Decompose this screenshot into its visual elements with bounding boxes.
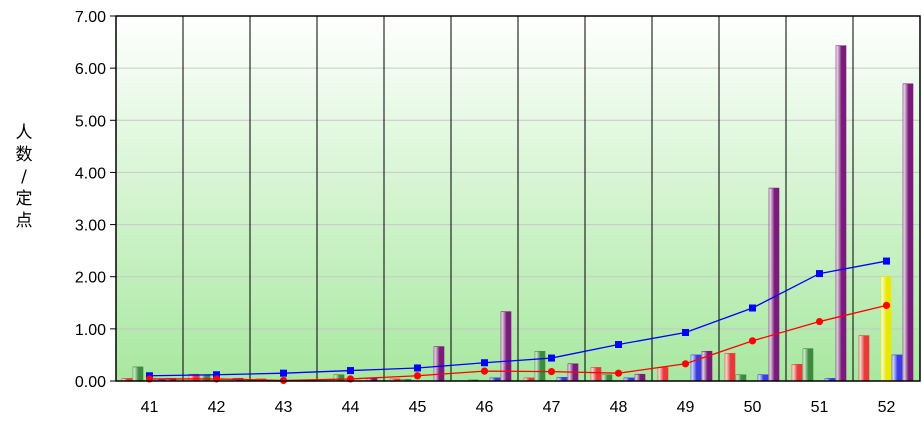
marker-line_red-52 xyxy=(882,301,891,309)
bar-green-44 xyxy=(333,374,345,382)
marker-line_blue-52 xyxy=(883,257,890,265)
y-axis-label: 人数/定点 xyxy=(16,123,33,231)
marker-line_blue-44 xyxy=(347,367,354,375)
bar-green-42 xyxy=(199,374,211,382)
marker-line_red-51 xyxy=(815,317,824,326)
bar-purple-52 xyxy=(902,83,914,382)
x-tick-label: 42 xyxy=(208,399,226,416)
bar-purple-50 xyxy=(768,187,780,382)
marker-line_blue-51 xyxy=(816,270,823,278)
x-tick-label: 50 xyxy=(744,399,762,416)
x-tick-label: 48 xyxy=(610,399,628,416)
bar-green-41 xyxy=(132,366,144,382)
bar-purple-51 xyxy=(835,45,847,382)
bar-green-48 xyxy=(601,374,613,382)
line-line_red xyxy=(149,304,887,382)
y-tick-label: 6.00 xyxy=(75,61,106,78)
y-tick-label: 5.00 xyxy=(75,113,106,130)
marker-line_red-50 xyxy=(748,337,757,345)
y-tick-label: 2.00 xyxy=(75,270,106,287)
marker-line_red-48 xyxy=(614,369,623,377)
x-tick-label: 43 xyxy=(275,399,293,416)
x-tick-label: 47 xyxy=(543,399,561,416)
line-line_blue xyxy=(149,260,887,377)
x-tick-label: 51 xyxy=(811,399,829,416)
marker-line_blue-48 xyxy=(615,341,622,348)
marker-line_blue-42 xyxy=(213,371,220,379)
bar-red-49 xyxy=(657,367,669,382)
marker-line_red-49 xyxy=(681,360,690,368)
marker-line_blue-43 xyxy=(280,369,287,377)
bar-red-51 xyxy=(791,364,803,382)
bar-green-50 xyxy=(735,374,747,382)
marker-line_blue-45 xyxy=(414,364,421,372)
y-tick-label: 4.00 xyxy=(75,165,106,182)
y-tick-label: 3.00 xyxy=(75,218,106,235)
bar-blue-52 xyxy=(891,354,903,382)
x-tick-label: 44 xyxy=(342,399,360,416)
bar-red-50 xyxy=(724,353,736,382)
marker-line_red-45 xyxy=(413,372,422,380)
bar-green-51 xyxy=(802,348,814,382)
marker-line_blue-46 xyxy=(481,359,488,367)
bar-purple-48 xyxy=(634,373,646,382)
x-tick-label: 41 xyxy=(141,399,159,416)
x-tick-label: 52 xyxy=(878,399,896,416)
plot-border xyxy=(115,15,921,382)
y-tick-label: 0.00 xyxy=(75,374,106,391)
x-tick-label: 46 xyxy=(476,399,494,416)
x-tick-label: 49 xyxy=(677,399,695,416)
bar-purple-45 xyxy=(433,346,445,382)
y-tick-label: 1.00 xyxy=(75,322,106,339)
y-axis-ticks: 0.00 1.00 2.00 3.00 4.00 5.00 6.00 7.00 xyxy=(75,9,116,391)
marker-line_blue-49 xyxy=(682,329,689,337)
bar-red-52 xyxy=(858,335,870,382)
x-tick-label: 45 xyxy=(409,399,427,416)
bar-yellow-52 xyxy=(880,276,892,382)
marker-line_red-46 xyxy=(480,367,489,375)
bar-green-47 xyxy=(534,350,546,382)
lines xyxy=(145,257,891,385)
bar-blue-50 xyxy=(757,374,769,382)
marker-line_blue-50 xyxy=(749,304,756,312)
bar-red-48 xyxy=(590,367,602,382)
marker-line_red-47 xyxy=(547,368,556,376)
y-tick-label: 7.00 xyxy=(75,9,106,26)
marker-line_blue-47 xyxy=(548,354,555,362)
bars xyxy=(121,45,914,382)
category-dividers xyxy=(182,16,854,381)
x-axis-ticks: 41 42 43 44 45 46 47 48 49 50 51 52 xyxy=(141,399,896,416)
